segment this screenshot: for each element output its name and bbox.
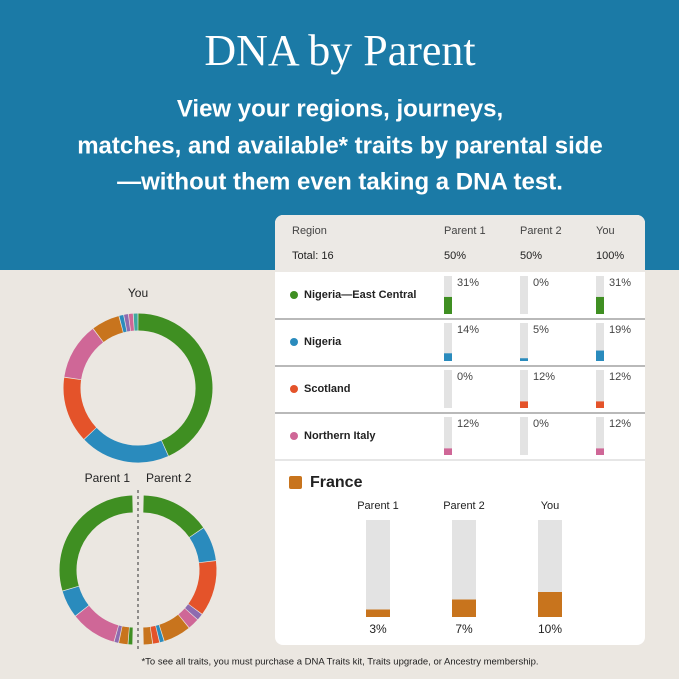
donut-label: You	[128, 286, 148, 300]
detail-column: You	[541, 500, 560, 512]
donut-segment	[150, 625, 160, 644]
donut-segment	[159, 614, 189, 641]
region-dot	[290, 385, 298, 393]
value-label: 0%	[533, 418, 549, 430]
subtitle: View your regions, journeys,	[177, 95, 503, 122]
bar	[596, 296, 604, 314]
value-label: 31%	[457, 277, 479, 289]
donut-segment	[59, 495, 134, 591]
bar	[538, 592, 562, 617]
region-dot	[290, 432, 298, 440]
donut-label: Parent 2	[146, 471, 192, 485]
region-dot	[290, 291, 298, 299]
bar-track	[366, 520, 390, 617]
detail-column: Parent 2	[443, 500, 485, 512]
donut-segment	[188, 560, 217, 614]
donut-segment	[189, 528, 216, 563]
bar	[596, 401, 604, 408]
column-header: Parent 1	[444, 225, 486, 237]
bar	[520, 358, 528, 361]
value-label: 7%	[455, 622, 473, 636]
value-label: 12%	[609, 418, 631, 430]
value-label: 0%	[457, 371, 473, 383]
value-label: 31%	[609, 277, 631, 289]
bar	[520, 401, 528, 408]
value-label: 12%	[533, 371, 555, 383]
donut-segment	[142, 495, 204, 538]
donut-segment	[62, 586, 89, 616]
bar	[444, 296, 452, 314]
donut-segment	[75, 605, 119, 642]
donut-segment	[63, 377, 97, 440]
total-cell: 50%	[520, 250, 542, 262]
region-dot	[290, 338, 298, 346]
subtitle: matches, and available* traits by parent…	[77, 132, 603, 159]
bar-track	[520, 323, 528, 361]
total-cell: 100%	[596, 250, 624, 262]
region-name: Nigeria—East Central	[304, 289, 416, 301]
bar-track	[596, 370, 604, 408]
column-header: Region	[292, 225, 327, 237]
donut-segment	[119, 626, 130, 645]
bar-track	[520, 417, 528, 455]
donut-segment	[123, 314, 131, 332]
value-label: 5%	[533, 324, 549, 336]
bar-track	[444, 370, 452, 408]
footnote: *To see all traits, you must purchase a …	[141, 657, 538, 668]
bar	[366, 609, 390, 617]
bar-track	[444, 417, 452, 455]
donut-segment	[178, 608, 198, 628]
donut-segment	[143, 626, 153, 645]
donut-segment	[138, 313, 213, 456]
donut-segment	[119, 314, 127, 333]
column-header: Parent 2	[520, 225, 562, 237]
bar	[444, 353, 452, 361]
column-header: You	[596, 225, 615, 237]
detail-column: Parent 1	[357, 500, 399, 512]
bar-track	[596, 323, 604, 361]
total-cell: 50%	[444, 250, 466, 262]
donut-segment	[93, 316, 124, 343]
detail-title: France	[310, 474, 363, 491]
title: DNA by Parent	[204, 26, 475, 75]
bar	[452, 599, 476, 617]
region-name: Nigeria	[304, 336, 342, 348]
region-name: Scotland	[304, 383, 350, 395]
value-label: 3%	[369, 622, 387, 636]
donut-segment	[84, 427, 169, 463]
value-label: 14%	[457, 324, 479, 336]
value-label: 19%	[609, 324, 631, 336]
subtitle: —without them even taking a DNA test.	[117, 168, 563, 195]
detail-swatch	[289, 476, 302, 489]
bar-track	[444, 323, 452, 361]
table-header	[275, 215, 645, 272]
bar-track	[596, 276, 604, 314]
donut-segment	[155, 624, 164, 643]
donut-segment	[64, 328, 104, 380]
bar-track	[596, 417, 604, 455]
bar	[596, 448, 604, 455]
value-label: 10%	[538, 622, 562, 636]
donut-segment	[114, 625, 122, 643]
bar	[596, 350, 604, 361]
bar-track	[520, 370, 528, 408]
bar	[444, 448, 452, 455]
value-label: 0%	[533, 277, 549, 289]
donut-label: Parent 1	[85, 471, 131, 485]
region-name: Northern Italy	[304, 430, 376, 442]
bar-track	[520, 276, 528, 314]
value-label: 12%	[609, 371, 631, 383]
total-cell: Total: 16	[292, 250, 334, 262]
bar-track	[444, 276, 452, 314]
value-label: 12%	[457, 418, 479, 430]
donut-segment	[185, 604, 202, 620]
